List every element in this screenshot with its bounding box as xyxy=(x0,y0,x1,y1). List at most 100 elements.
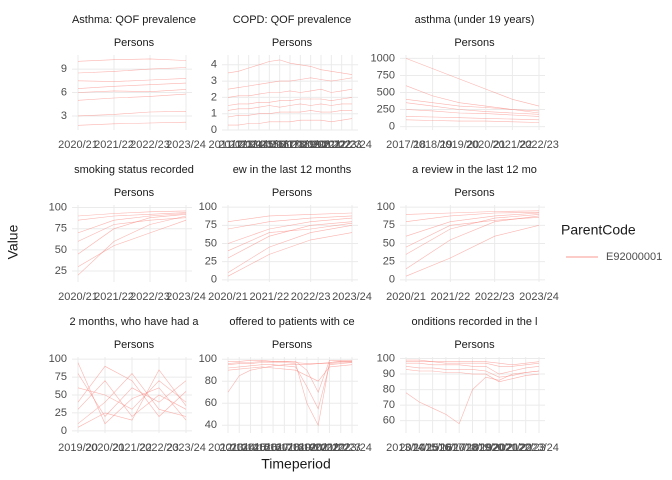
series-line xyxy=(227,225,353,273)
series-line xyxy=(405,225,540,277)
series-line xyxy=(77,89,187,93)
x-tick-label: 2023/24 xyxy=(166,291,206,303)
x-tick-label: 2021/22 xyxy=(430,291,470,303)
y-tick-label: 100 xyxy=(377,352,395,364)
panel-title: Asthma: QOF prevalence xyxy=(72,14,196,26)
series-line xyxy=(405,119,540,123)
x-tick-label: 2022/23 xyxy=(321,442,361,454)
series-line xyxy=(77,214,187,255)
y-tick-label: 50 xyxy=(205,237,217,249)
x-tick-label: 2011/12 xyxy=(209,139,248,151)
panel-title: smoking status recorded xyxy=(74,164,194,176)
x-tick-label: 2021/22 xyxy=(112,442,152,454)
y-tick-label: 25 xyxy=(383,256,395,268)
x-tick-label: 2022/23 xyxy=(139,442,179,454)
x-tick-label: 2023/24 xyxy=(519,442,559,454)
panel-title: 2 months, who have had a xyxy=(69,316,199,328)
x-tick-label: 2021/22 xyxy=(310,442,350,454)
x-tick-label: 2017/18 xyxy=(439,442,479,454)
x-tick-label: 2015/16 xyxy=(413,442,453,454)
panel-strip: Persons xyxy=(272,37,313,49)
y-tick-label: 75 xyxy=(55,223,67,235)
y-tick-label: 100 xyxy=(49,201,67,213)
series-line xyxy=(77,362,187,425)
series-line xyxy=(405,212,540,237)
y-axis-title: Value xyxy=(5,224,21,259)
x-tick-label: 2022/23 xyxy=(130,139,170,151)
x-tick-label: 2021/22 xyxy=(249,291,289,303)
x-tick-label: 2021/22 xyxy=(94,291,134,303)
x-tick-label: 2020/21 xyxy=(466,139,506,151)
series-line xyxy=(405,212,540,222)
y-tick-label: 100 xyxy=(49,353,67,365)
panel-strip: Persons xyxy=(454,37,495,49)
series-line xyxy=(227,215,353,230)
series-line xyxy=(77,93,187,101)
series-line xyxy=(77,67,187,74)
series-line xyxy=(77,215,187,276)
x-tick-label: 2016/17 xyxy=(260,139,300,151)
x-tick-label: 2016/17 xyxy=(253,442,293,454)
series-line xyxy=(405,85,540,114)
x-tick-label: 2017/18 xyxy=(386,139,426,151)
x-tick-label: 2020/21 xyxy=(85,442,125,454)
x-tick-label: 2014/15 xyxy=(239,139,279,151)
series-line xyxy=(227,364,353,382)
x-tick-label: 2023/24 xyxy=(166,139,206,151)
x-tick-label: 2013/14 xyxy=(386,442,426,454)
series-line xyxy=(227,222,353,252)
series-line xyxy=(77,373,187,417)
y-tick-label: 75 xyxy=(383,219,395,231)
y-tick-label: 25 xyxy=(55,265,67,277)
x-tick-label: 2023/24 xyxy=(332,442,372,454)
x-tick-label: 2018/19 xyxy=(276,442,316,454)
y-tick-label: 100 xyxy=(377,201,395,213)
series-line xyxy=(405,109,540,117)
x-tick-label: 2021/22 xyxy=(94,139,134,151)
series-line xyxy=(227,77,353,90)
series-line xyxy=(77,82,187,89)
x-tick-label: 2018/19 xyxy=(453,442,493,454)
x-tick-label: 2019/20 xyxy=(58,442,98,454)
series-line xyxy=(405,369,540,383)
series-line xyxy=(227,110,352,118)
y-tick-label: 80 xyxy=(205,375,217,387)
x-tick-label: 2023/24 xyxy=(166,442,206,454)
y-tick-label: 0 xyxy=(211,274,217,286)
panel-title: asthma (under 19 years) xyxy=(415,14,535,26)
series-line xyxy=(405,116,540,121)
series-line xyxy=(77,213,187,234)
x-tick-label: 2012/13 xyxy=(218,139,258,151)
y-tick-label: 75 xyxy=(205,219,217,231)
y-tick-label: 500 xyxy=(377,86,395,98)
series-line xyxy=(405,214,540,255)
y-tick-label: 25 xyxy=(55,407,67,419)
x-tick-label: 2018/19 xyxy=(413,139,453,151)
x-tick-label: 2020/21 xyxy=(58,139,98,151)
series-line xyxy=(405,58,540,107)
panel-strip: Persons xyxy=(114,187,155,199)
x-tick-label: 2021/22 xyxy=(493,139,533,151)
y-tick-label: 100 xyxy=(199,201,217,213)
x-tick-label: 2023/24 xyxy=(332,291,372,303)
x-tick-label: 2015/16 xyxy=(249,139,289,151)
series-line xyxy=(77,121,187,126)
series-line xyxy=(77,58,187,62)
series-line xyxy=(77,219,187,268)
y-tick-label: 90 xyxy=(383,368,395,380)
x-tick-label: 2020/21 xyxy=(298,442,338,454)
y-tick-label: 1 xyxy=(211,108,217,120)
x-tick-label: 2013/14 xyxy=(229,139,269,151)
series-line xyxy=(77,78,187,82)
panel-title: offered to patients with ce xyxy=(229,316,354,328)
x-tick-label: 2021/22 xyxy=(493,442,533,454)
panel-title: ew in the last 12 months xyxy=(233,164,352,176)
y-tick-label: 1000 xyxy=(371,52,395,64)
series-line xyxy=(227,59,353,75)
x-tick-label: 2021/22 xyxy=(311,139,351,151)
x-tick-label: 2014/15 xyxy=(231,442,271,454)
panel-strip: Persons xyxy=(272,187,313,199)
x-axis-title: Timeperiod xyxy=(261,456,331,472)
y-tick-label: 80 xyxy=(383,383,395,395)
series-line xyxy=(77,210,187,217)
